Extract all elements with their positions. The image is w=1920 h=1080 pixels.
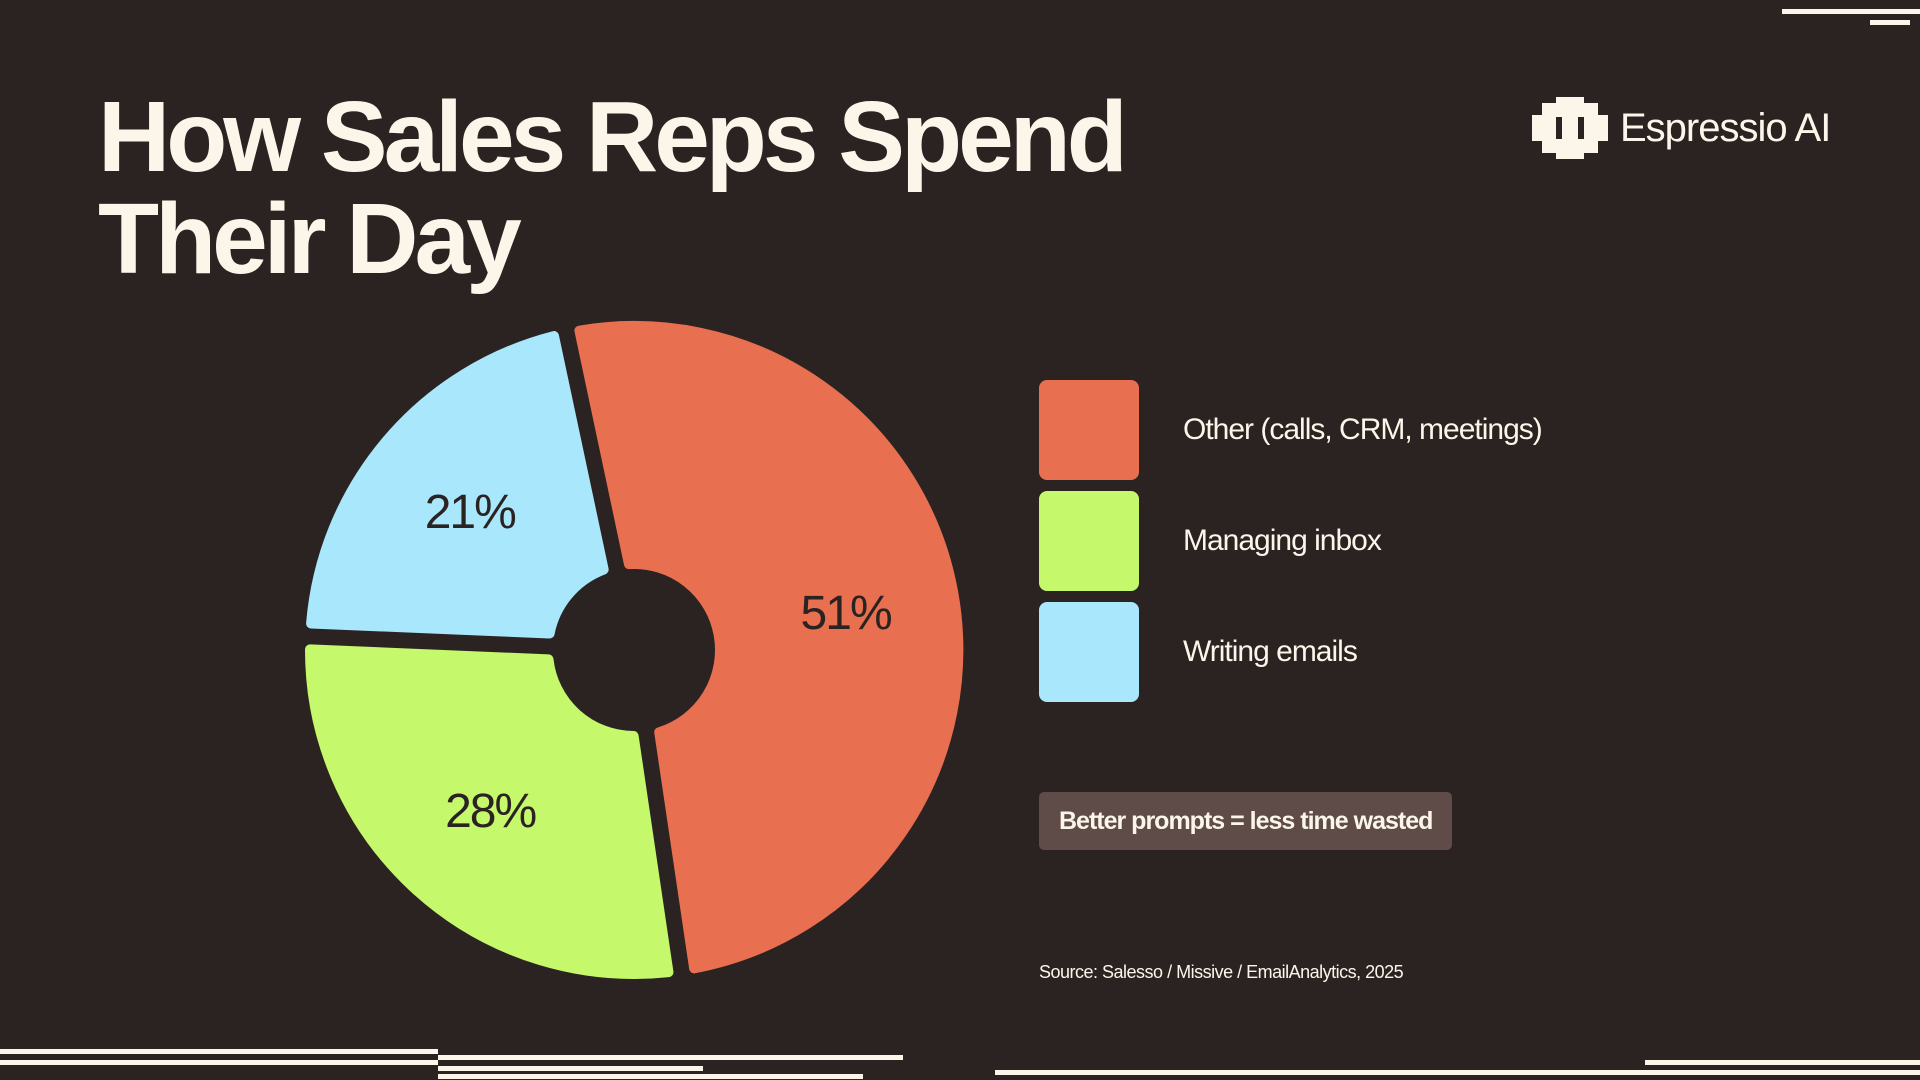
callout-badge: Better prompts = less time wasted	[1039, 792, 1453, 850]
deco-line-bottom-6	[995, 1070, 1920, 1075]
donut-chart: 51% 28% 21%	[304, 320, 964, 979]
legend-label-other: Other (calls, CRM, meetings)	[1183, 413, 1543, 446]
deco-line-top-1	[1782, 9, 1920, 14]
chart-legend: Other (calls, CRM, meetings) Managing in…	[1039, 380, 1543, 713]
legend-item-other: Other (calls, CRM, meetings)	[1039, 380, 1543, 480]
brand-name: Espressio AI	[1620, 105, 1831, 150]
legend-label-writing-emails: Writing emails	[1183, 635, 1358, 668]
slice-managing-inbox	[304, 644, 674, 979]
legend-item-managing-inbox: Managing inbox	[1039, 491, 1542, 591]
deco-line-bottom-2	[0, 1060, 438, 1065]
legend-label-managing-inbox: Managing inbox	[1183, 524, 1382, 557]
slice-writing-emails	[306, 331, 609, 639]
slice-writing-emails-label: 21%	[425, 486, 515, 539]
deco-line-top-2	[1870, 20, 1910, 25]
legend-swatch-other	[1039, 380, 1139, 480]
deco-line-bottom-1	[0, 1049, 438, 1054]
legend-item-writing-emails: Writing emails	[1039, 602, 1542, 702]
page-title: How Sales Reps Spend Their Day	[98, 81, 1128, 295]
slice-managing-inbox-label: 28%	[445, 785, 535, 838]
espressio-logo-icon	[1532, 97, 1608, 159]
slice-other-label: 51%	[801, 587, 891, 640]
brand-logo: Espressio AI	[1532, 96, 1831, 160]
legend-swatch-managing-inbox	[1039, 491, 1139, 591]
deco-line-bottom-7	[1645, 1060, 1920, 1065]
deco-line-bottom-5	[438, 1074, 863, 1079]
legend-swatch-writing-emails	[1039, 602, 1139, 702]
source-note: Source: Salesso / Missive / EmailAnalyti…	[1039, 962, 1404, 982]
deco-line-bottom-4	[438, 1066, 703, 1071]
deco-line-bottom-3	[438, 1055, 903, 1060]
slice-other	[574, 320, 964, 974]
